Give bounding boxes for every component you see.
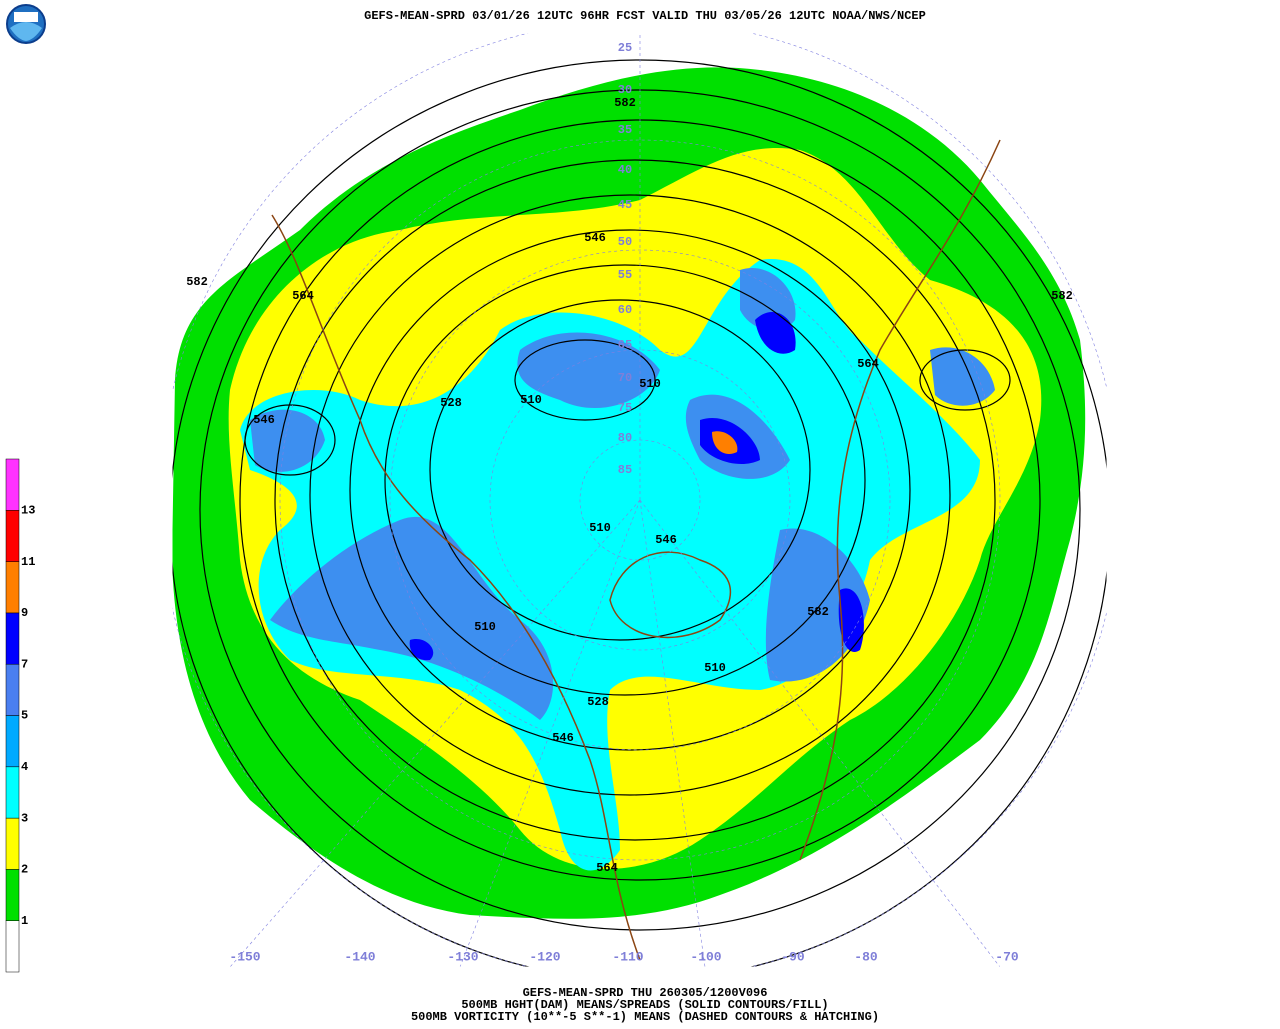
map-labels: -150 -140 -130 -120 -110 -100 -90 -80 -70 25 30 35 4…	[186, 41, 1073, 964]
colorbar-label: 11	[21, 555, 35, 569]
colorbar-box	[5, 817, 20, 870]
contour-label: 564	[857, 357, 879, 371]
colorbar-label: 7	[21, 657, 28, 671]
contour-label: 510	[474, 620, 496, 634]
footer-line: GEFS-MEAN-SPRD THU 260305/1200V096	[523, 986, 768, 1000]
colorbar-box	[5, 561, 20, 614]
longitude-label: -130	[447, 949, 478, 964]
longitude-label: -150	[229, 949, 260, 964]
latitude-label: 70	[618, 371, 632, 385]
contour-label: 510	[639, 377, 661, 391]
latitude-label: 25	[618, 41, 632, 55]
colorbar-box	[5, 920, 20, 973]
contour-label: 546	[655, 533, 677, 547]
contour-label: 546	[584, 231, 606, 245]
footer-line: 500MB HGHT(DAM) MEANS/SPREADS (SOLID CON…	[461, 998, 828, 1012]
colorbar-box	[5, 510, 20, 562]
noaa-logo	[6, 4, 46, 44]
contour-label: 564	[292, 289, 314, 303]
colorbar-box	[5, 612, 20, 665]
title: GEFS-MEAN-SPRD 03/01/26 12UTC 96HR FCST …	[364, 9, 926, 23]
colorbar-box	[5, 766, 20, 819]
contour-label: 582	[614, 96, 636, 110]
longitude-label: -80	[854, 949, 878, 964]
contour-label: 564	[596, 861, 618, 875]
colorbar-label: 1	[21, 914, 28, 928]
colorbar-label: 9	[21, 606, 28, 620]
latitude-label: 45	[618, 198, 632, 212]
latitude-label: 75	[618, 401, 632, 415]
colorbar-box	[5, 663, 20, 716]
colorbar-box	[5, 458, 20, 511]
longitude-label: -90	[781, 949, 805, 964]
contour-label: 582	[807, 605, 829, 619]
latitude-label: 40	[618, 163, 632, 177]
colorbar-label: 5	[21, 709, 28, 723]
longitude-label: -70	[995, 949, 1019, 964]
map	[171, 32, 1108, 968]
contour-label: 510	[704, 661, 726, 675]
contour-label: 528	[440, 396, 462, 410]
contour-label: 510	[520, 393, 542, 407]
latitude-label: 60	[618, 303, 632, 317]
colorbar-box	[5, 869, 20, 921]
colorbar: 1 2 3 4 5 7 9 11 13	[5, 458, 35, 973]
contour-label: 546	[552, 731, 574, 745]
longitude-label: -110	[612, 949, 643, 964]
colorbar-label: 4	[21, 760, 28, 774]
footer-line: 500MB VORTICITY (10**-5 S**-1) MEANS (DA…	[411, 1010, 879, 1024]
colorbar-label: 2	[21, 863, 28, 877]
latitude-label: 50	[618, 235, 632, 249]
latitude-label: 30	[618, 83, 632, 97]
colorbar-label: 13	[21, 503, 35, 517]
contour-label: 582	[186, 275, 208, 289]
longitude-label: -140	[344, 949, 375, 964]
latitude-label: 35	[618, 123, 632, 137]
latitude-label: 65	[618, 338, 632, 352]
latitude-label: 80	[618, 431, 632, 445]
colorbar-label: 3	[21, 811, 28, 825]
contour-label: 528	[587, 695, 609, 709]
longitude-label: -120	[529, 949, 560, 964]
latitude-label: 55	[618, 268, 632, 282]
contour-label: 510	[589, 521, 611, 535]
colorbar-box	[5, 715, 20, 768]
longitude-label: -100	[690, 949, 721, 964]
contour-label: 582	[1051, 289, 1073, 303]
contour-label: 546	[253, 413, 275, 427]
latitude-label: 85	[618, 463, 632, 477]
